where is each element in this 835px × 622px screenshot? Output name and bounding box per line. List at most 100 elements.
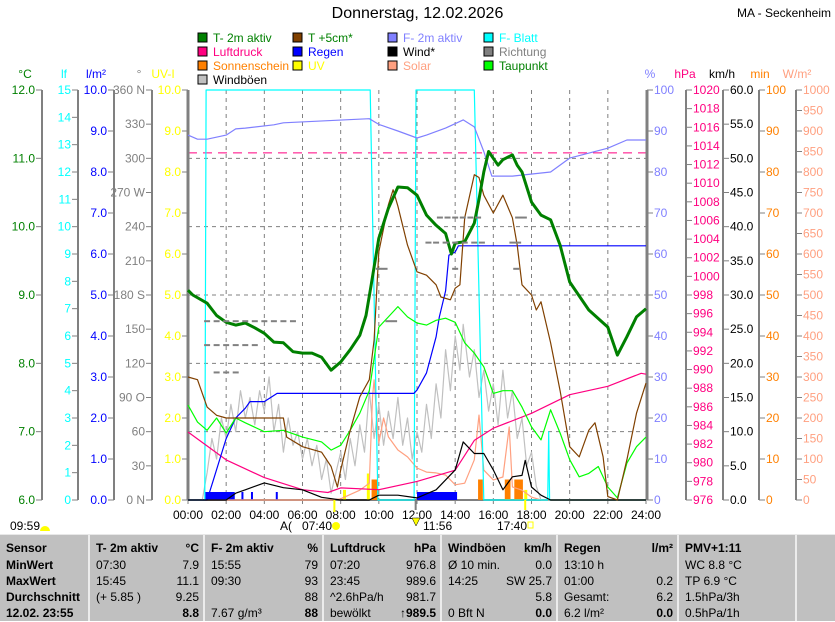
axis-unit-label-wm2: W/m² xyxy=(783,67,812,81)
legend-label: Regen xyxy=(308,45,343,59)
axis-tick-label: 11.0 xyxy=(13,151,36,165)
stats-label: 01:00 xyxy=(564,574,595,588)
axis-tick-label: 1018 xyxy=(693,102,720,116)
wind-direction-mark xyxy=(452,241,459,244)
stats-label: 13:10 h xyxy=(564,558,605,572)
axis-unit-label-dir: ° xyxy=(137,67,142,81)
stats-value: l/m² xyxy=(651,541,673,555)
wind-direction-mark xyxy=(232,371,239,374)
axis-tick-label: 5.0 xyxy=(164,288,181,302)
wind-direction-mark xyxy=(204,344,211,347)
axis-tick-label: 150 xyxy=(803,432,823,446)
x-tick-label: 22:00 xyxy=(593,508,623,522)
axis-tick-label: 350 xyxy=(803,350,823,364)
stats-row: 15:45 11.1 xyxy=(96,573,199,590)
stats-label: Ø 10 min. xyxy=(448,558,501,572)
axis-tick-label: 0.0 xyxy=(90,493,107,507)
series-luftdruck xyxy=(187,372,647,494)
x-tick-label: 18:00 xyxy=(516,508,546,522)
stats-row: Gesamt: 6.2 xyxy=(564,589,673,606)
stats-header: Windböen km/h xyxy=(448,540,552,557)
x-tick-label: 20:00 xyxy=(555,508,585,522)
axis-tick-label: 100 xyxy=(803,452,823,466)
axis-tick-label: 978 xyxy=(693,474,713,488)
axis-tick-label: 1 xyxy=(64,466,71,480)
stats-label: T- 2m aktiv xyxy=(96,541,159,555)
axis-tick-label: 996 xyxy=(693,307,713,321)
axis-tick-label: 50 xyxy=(654,288,668,302)
wind-direction-mark xyxy=(381,267,388,270)
stats-label: 23:45 xyxy=(330,574,361,588)
axis-tick-label: 30 xyxy=(654,370,668,384)
axis-tick-label: 300 xyxy=(125,151,145,165)
axis-tick-label: 990 xyxy=(693,363,713,377)
axis-tick-label: 70 xyxy=(654,206,668,220)
stats-value: 93 xyxy=(304,574,318,588)
legend-swatch xyxy=(483,32,494,43)
stats-label: F- 2m aktiv xyxy=(211,541,274,555)
legend-label: T- 2m aktiv xyxy=(213,31,272,45)
axis-tick-label: 3.0 xyxy=(164,370,181,384)
wind-direction-mark xyxy=(242,344,249,347)
rain-period-bar xyxy=(417,492,458,500)
axis-tick-label: 40.0 xyxy=(730,220,754,234)
axis-tick-label: 982 xyxy=(693,437,713,451)
wind-direction-mark xyxy=(391,320,398,323)
legend-swatch xyxy=(483,46,494,57)
legend-label: Solar xyxy=(403,59,431,73)
axis-tick-label: 7 xyxy=(64,302,71,316)
wind-direction-mark xyxy=(375,267,382,270)
axis-tick-label: 9.0 xyxy=(164,124,181,138)
axis-tick-label: 1012 xyxy=(693,158,720,172)
axis-tick-label: 5.0 xyxy=(730,459,747,473)
stats-label: PMV+1:11 xyxy=(685,541,742,555)
axis-tick-label: 6.0 xyxy=(164,247,181,261)
axis-tick-label: 60 xyxy=(766,247,780,261)
legend-swatch xyxy=(197,74,208,85)
stats-label: MaxWert xyxy=(6,574,56,588)
stats-value: km/h xyxy=(523,541,552,555)
axis-tick-label: 50 xyxy=(766,288,780,302)
axis-tick-label: 25.0 xyxy=(730,322,754,336)
wind-direction-mark xyxy=(467,216,474,219)
stats-header: Luftdruck hPa xyxy=(330,540,436,557)
rain-period-bar xyxy=(250,492,253,500)
axis-tick-label: 998 xyxy=(693,288,713,302)
legend-label: Wind* xyxy=(403,45,435,59)
sunshine-bar xyxy=(478,479,483,500)
legend-label: F- Blatt xyxy=(499,31,538,45)
stats-label: 7.67 g/m³ xyxy=(211,606,262,620)
series-solar xyxy=(188,379,646,501)
x-tick-label: 08:00 xyxy=(326,508,356,522)
axis-tick-label: 4.0 xyxy=(164,329,181,343)
axis-unit-label-kmh: km/h xyxy=(709,67,735,81)
stats-row: WC 8.8 °C xyxy=(685,557,791,574)
stats-column xyxy=(795,535,835,621)
legend-label: Luftdruck xyxy=(213,45,263,59)
stats-label: 14:25 xyxy=(448,574,479,588)
axis-tick-label: 330 xyxy=(125,117,145,131)
stats-label: Windböen xyxy=(448,541,506,555)
stats-value: SW 25.7 xyxy=(505,574,552,588)
stats-label: WC 8.8 °C xyxy=(685,558,742,572)
stats-label: (+ 5.85 ) xyxy=(96,590,142,604)
legend-item: Sonnenschein xyxy=(197,59,289,73)
axis-tick-label: 180 S xyxy=(114,288,145,302)
legend-item: T +5cm* xyxy=(292,31,353,45)
wind-direction-mark xyxy=(251,320,258,323)
axis-tick-label: 950 xyxy=(803,104,823,118)
stats-row xyxy=(803,605,831,622)
stats-value: 0.2 xyxy=(656,574,673,588)
axis-tick-label: 1016 xyxy=(693,120,720,134)
wind-direction-mark xyxy=(425,241,432,244)
axis-tick-label: 10 xyxy=(58,220,72,234)
stats-row: 0 Bft N 0.0 xyxy=(448,605,552,622)
wind-direction-mark xyxy=(223,344,230,347)
axis-tick-label: 6 xyxy=(64,329,71,343)
stats-column: Sensor MinWert MaxWert Durchschnitt 12.02. 2… xyxy=(0,535,88,621)
stats-column: Regen l/m² 13:10 h 01:00 0.2 Gesamt: 6.2 6.2 l/… xyxy=(556,535,677,621)
series-regen xyxy=(188,245,646,501)
stats-row: 07:30 7.9 xyxy=(96,557,199,574)
axis-tick-label: 980 xyxy=(693,456,713,470)
axis-tick-label: 6.0 xyxy=(18,493,35,507)
